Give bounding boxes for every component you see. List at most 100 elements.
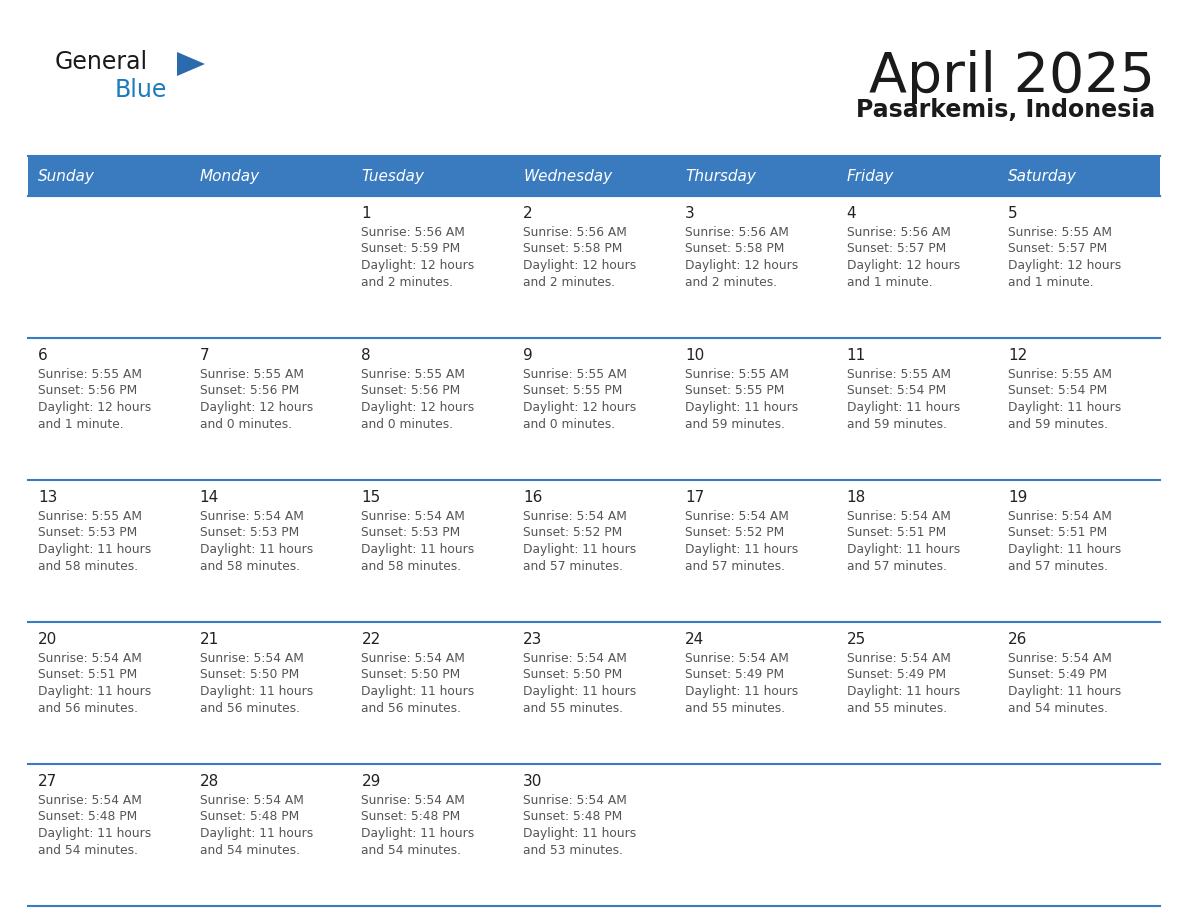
Text: 24: 24: [684, 632, 704, 647]
Text: Daylight: 11 hours: Daylight: 11 hours: [361, 827, 475, 840]
Text: Sunset: 5:56 PM: Sunset: 5:56 PM: [200, 385, 299, 397]
Text: Daylight: 12 hours: Daylight: 12 hours: [684, 259, 798, 272]
Text: and 53 minutes.: and 53 minutes.: [523, 844, 624, 856]
Text: Daylight: 12 hours: Daylight: 12 hours: [361, 401, 475, 414]
Text: Sunrise: 5:54 AM: Sunrise: 5:54 AM: [200, 510, 304, 523]
Bar: [352, 480, 513, 622]
Text: Sunrise: 5:54 AM: Sunrise: 5:54 AM: [523, 794, 627, 807]
Text: Daylight: 12 hours: Daylight: 12 hours: [523, 401, 637, 414]
Bar: [675, 622, 836, 764]
Text: and 0 minutes.: and 0 minutes.: [200, 418, 292, 431]
Text: 14: 14: [200, 490, 219, 505]
Text: Sunset: 5:51 PM: Sunset: 5:51 PM: [1009, 527, 1107, 540]
Text: Tuesday: Tuesday: [361, 169, 424, 184]
Text: Sunset: 5:48 PM: Sunset: 5:48 PM: [523, 811, 623, 823]
Text: Sunset: 5:56 PM: Sunset: 5:56 PM: [361, 385, 461, 397]
Text: and 56 minutes.: and 56 minutes.: [361, 701, 461, 714]
Text: 18: 18: [847, 490, 866, 505]
Text: Daylight: 11 hours: Daylight: 11 hours: [1009, 401, 1121, 414]
Text: and 59 minutes.: and 59 minutes.: [1009, 418, 1108, 431]
Text: Saturday: Saturday: [1009, 169, 1078, 184]
Text: and 2 minutes.: and 2 minutes.: [361, 275, 454, 288]
Text: 8: 8: [361, 348, 371, 363]
Text: Daylight: 11 hours: Daylight: 11 hours: [1009, 543, 1121, 556]
Bar: [675, 196, 836, 338]
Text: Sunset: 5:50 PM: Sunset: 5:50 PM: [361, 668, 461, 681]
Text: and 0 minutes.: and 0 minutes.: [523, 418, 615, 431]
Text: 12: 12: [1009, 348, 1028, 363]
Text: Daylight: 11 hours: Daylight: 11 hours: [523, 685, 637, 698]
Text: Sunrise: 5:55 AM: Sunrise: 5:55 AM: [1009, 368, 1112, 381]
Text: 27: 27: [38, 774, 57, 789]
Text: Daylight: 12 hours: Daylight: 12 hours: [361, 259, 475, 272]
Text: Sunrise: 5:54 AM: Sunrise: 5:54 AM: [1009, 652, 1112, 665]
Bar: [29, 338, 190, 480]
Bar: [998, 338, 1159, 480]
Text: Sunrise: 5:54 AM: Sunrise: 5:54 AM: [38, 652, 141, 665]
Bar: [998, 622, 1159, 764]
Text: Sunset: 5:54 PM: Sunset: 5:54 PM: [1009, 385, 1107, 397]
Text: Sunrise: 5:55 AM: Sunrise: 5:55 AM: [200, 368, 304, 381]
Bar: [29, 196, 190, 338]
Text: 10: 10: [684, 348, 704, 363]
Text: Sunday: Sunday: [38, 169, 95, 184]
Text: Daylight: 11 hours: Daylight: 11 hours: [847, 685, 960, 698]
Bar: [29, 622, 190, 764]
Bar: [29, 480, 190, 622]
Text: and 59 minutes.: and 59 minutes.: [684, 418, 785, 431]
Text: 22: 22: [361, 632, 380, 647]
Text: Daylight: 12 hours: Daylight: 12 hours: [38, 401, 151, 414]
Text: 28: 28: [200, 774, 219, 789]
Bar: [675, 338, 836, 480]
Text: and 58 minutes.: and 58 minutes.: [200, 559, 299, 573]
Text: Sunset: 5:52 PM: Sunset: 5:52 PM: [684, 527, 784, 540]
Bar: [513, 338, 675, 480]
Bar: [190, 622, 352, 764]
Bar: [836, 764, 998, 906]
Bar: [836, 622, 998, 764]
Text: Sunrise: 5:55 AM: Sunrise: 5:55 AM: [361, 368, 466, 381]
Bar: [352, 622, 513, 764]
Text: 11: 11: [847, 348, 866, 363]
Text: Sunrise: 5:56 AM: Sunrise: 5:56 AM: [847, 226, 950, 239]
Bar: [513, 764, 675, 906]
Text: Sunset: 5:55 PM: Sunset: 5:55 PM: [684, 385, 784, 397]
Text: Daylight: 11 hours: Daylight: 11 hours: [38, 543, 151, 556]
Text: Sunrise: 5:54 AM: Sunrise: 5:54 AM: [523, 652, 627, 665]
Text: and 0 minutes.: and 0 minutes.: [361, 418, 454, 431]
Text: 26: 26: [1009, 632, 1028, 647]
Text: Sunset: 5:59 PM: Sunset: 5:59 PM: [361, 242, 461, 255]
Bar: [836, 338, 998, 480]
Text: and 54 minutes.: and 54 minutes.: [361, 844, 461, 856]
Text: 4: 4: [847, 206, 857, 221]
Bar: [513, 156, 675, 196]
Text: 17: 17: [684, 490, 704, 505]
Text: and 57 minutes.: and 57 minutes.: [684, 559, 785, 573]
Text: Daylight: 11 hours: Daylight: 11 hours: [684, 685, 798, 698]
Text: Sunrise: 5:54 AM: Sunrise: 5:54 AM: [361, 510, 466, 523]
Text: Sunrise: 5:55 AM: Sunrise: 5:55 AM: [1009, 226, 1112, 239]
Text: and 57 minutes.: and 57 minutes.: [847, 559, 947, 573]
Text: Sunrise: 5:54 AM: Sunrise: 5:54 AM: [200, 652, 304, 665]
Text: and 58 minutes.: and 58 minutes.: [361, 559, 462, 573]
Text: Sunset: 5:53 PM: Sunset: 5:53 PM: [38, 527, 138, 540]
Text: Sunrise: 5:54 AM: Sunrise: 5:54 AM: [361, 652, 466, 665]
Text: Pasarkemis, Indonesia: Pasarkemis, Indonesia: [855, 98, 1155, 122]
Text: and 57 minutes.: and 57 minutes.: [523, 559, 624, 573]
Text: and 55 minutes.: and 55 minutes.: [684, 701, 785, 714]
Text: and 55 minutes.: and 55 minutes.: [847, 701, 947, 714]
Text: Sunrise: 5:54 AM: Sunrise: 5:54 AM: [847, 510, 950, 523]
Bar: [513, 196, 675, 338]
Text: 30: 30: [523, 774, 543, 789]
Text: Daylight: 12 hours: Daylight: 12 hours: [523, 259, 637, 272]
Text: Daylight: 11 hours: Daylight: 11 hours: [1009, 685, 1121, 698]
Text: Daylight: 11 hours: Daylight: 11 hours: [38, 685, 151, 698]
Text: Daylight: 11 hours: Daylight: 11 hours: [684, 401, 798, 414]
Text: Sunset: 5:53 PM: Sunset: 5:53 PM: [200, 527, 299, 540]
Text: Sunrise: 5:56 AM: Sunrise: 5:56 AM: [361, 226, 466, 239]
Text: Sunset: 5:50 PM: Sunset: 5:50 PM: [523, 668, 623, 681]
Text: Sunset: 5:54 PM: Sunset: 5:54 PM: [847, 385, 946, 397]
Text: 1: 1: [361, 206, 371, 221]
Text: Daylight: 11 hours: Daylight: 11 hours: [684, 543, 798, 556]
Text: Sunset: 5:52 PM: Sunset: 5:52 PM: [523, 527, 623, 540]
